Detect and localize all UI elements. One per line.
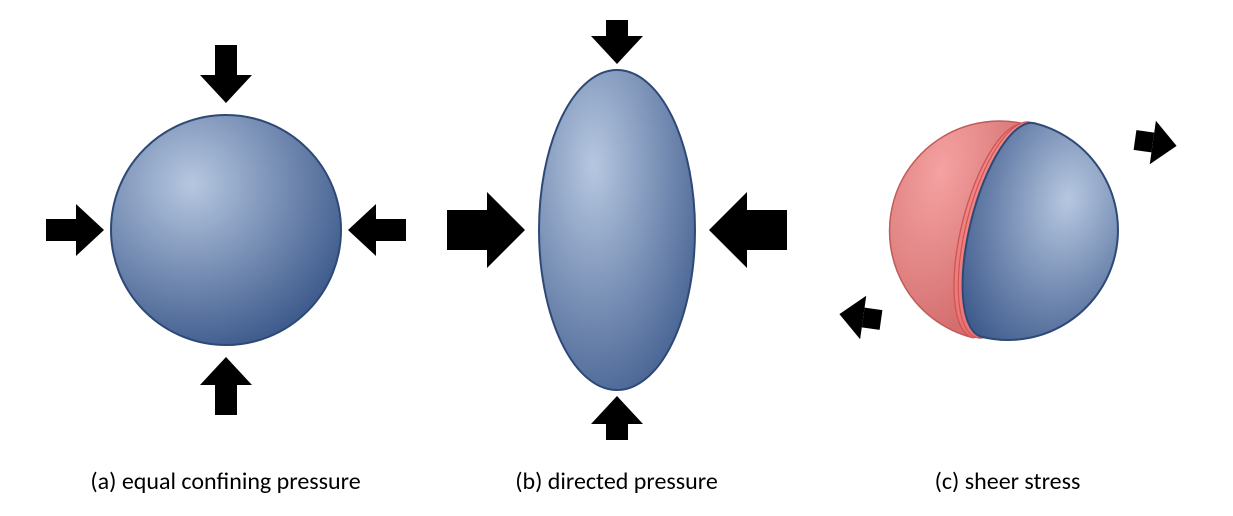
arrow-right bbox=[1131, 118, 1179, 167]
panel-c: (c) sheer stress bbox=[818, 20, 1198, 496]
arrow-right bbox=[348, 204, 406, 256]
arrow-top bbox=[591, 20, 643, 64]
figure-c bbox=[818, 20, 1198, 440]
arrow-left bbox=[447, 192, 525, 268]
panel-b: (b) directed pressure bbox=[427, 20, 807, 496]
ellipse-b bbox=[539, 70, 695, 390]
arrow-left bbox=[46, 204, 104, 256]
caption-c: (c) sheer stress bbox=[935, 467, 1081, 496]
caption-b: (b) directed pressure bbox=[515, 467, 718, 496]
panel-a: (a) equal confining pressure bbox=[36, 20, 416, 496]
svg-a bbox=[36, 20, 416, 440]
arrow-left bbox=[836, 292, 884, 341]
sphere-a bbox=[111, 115, 341, 345]
arrow-top bbox=[200, 45, 252, 103]
figure-a bbox=[36, 20, 416, 440]
caption-a: (a) equal confining pressure bbox=[90, 467, 360, 496]
diagram-container: (a) equal confining pressure bbox=[0, 0, 1233, 516]
arrow-right bbox=[709, 192, 787, 268]
svg-b bbox=[427, 20, 807, 440]
arrow-bottom bbox=[591, 396, 643, 440]
figure-b bbox=[427, 20, 807, 440]
arrow-bottom bbox=[200, 357, 252, 415]
svg-c bbox=[818, 20, 1198, 440]
